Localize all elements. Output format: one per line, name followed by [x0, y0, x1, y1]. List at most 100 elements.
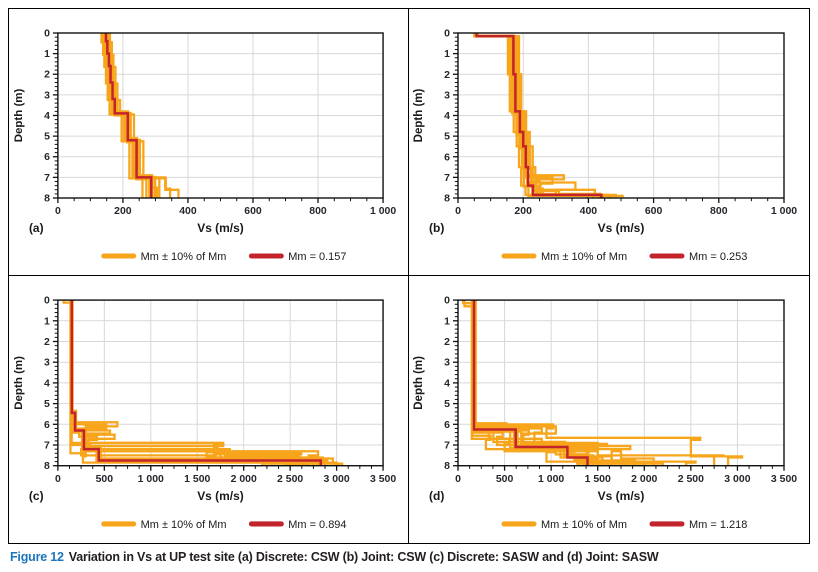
- orange-profile-line: [108, 33, 161, 198]
- x-tick-label: 0: [55, 206, 61, 217]
- x-tick-label: 600: [244, 206, 262, 217]
- legend-label: Mm ± 10% of Mm: [141, 519, 227, 531]
- orange-profile-line: [474, 300, 665, 466]
- red-mean-profile-line: [104, 33, 153, 198]
- panel-letter: (a): [29, 221, 44, 235]
- y-tick-label: 7: [444, 440, 450, 452]
- x-tick-label: 0: [455, 205, 461, 217]
- y-tick-label: 4: [444, 377, 450, 389]
- y-tick-label: 3: [44, 90, 50, 101]
- panel-letter: (c): [29, 489, 44, 503]
- red-mean-profile-line: [472, 300, 589, 466]
- panel-letter: (b): [429, 221, 444, 235]
- legend-label: Mm = 0.253: [689, 251, 747, 263]
- orange-profile-line: [69, 300, 296, 466]
- figure-caption-text: Variation in Vs at UP test site (a) Disc…: [68, 550, 659, 564]
- legend-label: Mm ± 10% of Mm: [541, 251, 627, 263]
- y-tick-label: 8: [44, 460, 50, 472]
- y-tick-label: 2: [444, 69, 450, 81]
- x-tick-label: 400: [179, 206, 197, 217]
- plot-border: [57, 32, 384, 199]
- y-tick-label: 2: [44, 70, 50, 81]
- legend-label: Mm ± 10% of Mm: [141, 251, 227, 263]
- orange-profile-line: [473, 300, 744, 466]
- figure-caption: Figure 12 Variation in Vs at UP test site…: [10, 550, 810, 564]
- panel-a-chart: 0 200 400 600 800 1 000 0 1 2 3 4 5 6 7 8 Vs (m/s) (a) De…: [13, 28, 396, 263]
- profiles-group: [473, 33, 624, 198]
- x-tick-label: 400: [580, 205, 598, 217]
- red-mean-profile-line: [70, 300, 323, 466]
- x-tick-label: 0: [55, 473, 61, 485]
- y-tick-label: 6: [444, 151, 450, 163]
- y-tick-label: 1: [444, 48, 450, 60]
- x-tick-label: 3 000: [724, 473, 750, 485]
- panel-d: 0 500 1 000 1 500 2 000 2 500 3 000 3 500 0 1 2 3 4 5…: [409, 276, 809, 543]
- y-axis-title: Depth (m): [13, 356, 25, 410]
- profiles-group: [62, 300, 344, 466]
- y-tick-label: 5: [44, 132, 50, 143]
- y-tick-label: 7: [444, 172, 450, 184]
- y-tick-label: 5: [44, 398, 50, 410]
- y-tick-label: 4: [44, 377, 50, 389]
- red-mean-profile-line: [475, 33, 603, 198]
- y-tick-label: 3: [44, 357, 50, 369]
- x-tick-label: 200: [114, 206, 132, 217]
- x-axis-title: Vs (m/s): [197, 221, 244, 235]
- y-tick-label: 3: [444, 89, 450, 101]
- orange-profile-line: [100, 33, 144, 198]
- x-tick-label: 1 500: [184, 473, 210, 485]
- y-tick-label: 7: [44, 173, 50, 184]
- x-tick-label: 3 000: [324, 473, 350, 485]
- panel-c: 0 500 1 000 1 500 2 000 2 500 3 000 3 500 0 1 2 3 4 5…: [9, 276, 409, 543]
- legend-label: Mm = 0.894: [288, 519, 346, 531]
- x-tick-label: 1 000: [771, 205, 797, 217]
- orange-profile-line: [69, 300, 324, 466]
- y-tick-label: 4: [444, 110, 450, 122]
- panel-a: 0 200 400 600 800 1 000 0 1 2 3 4 5 6 7 8 Vs (m/s) (a) De…: [9, 9, 409, 276]
- y-tick-label: 0: [444, 28, 450, 40]
- y-tick-label: 6: [44, 419, 50, 431]
- y-axis-title: Depth (m): [413, 89, 425, 143]
- y-tick-label: 8: [444, 460, 450, 472]
- panel-d-chart: 0 500 1 000 1 500 2 000 2 500 3 000 3 500 0 1 2 3 4 5…: [413, 295, 797, 531]
- x-tick-label: 1 000: [138, 473, 164, 485]
- y-axis-title: Depth (m): [13, 89, 25, 143]
- y-axis-title: Depth (m): [413, 356, 425, 410]
- y-tick-label: 8: [44, 193, 50, 204]
- x-tick-label: 0: [455, 473, 461, 485]
- panel-b: 0 200 400 600 800 1 000 0 1 2 3 4 5 6 7 8 Vs (m/s) (b) De…: [409, 9, 809, 276]
- legend-label: Mm = 0.157: [288, 251, 346, 263]
- y-tick-label: 2: [444, 336, 450, 348]
- orange-profile-line: [69, 300, 273, 466]
- orange-profile-line: [476, 33, 610, 198]
- y-tick-label: 3: [444, 357, 450, 369]
- y-tick-label: 0: [44, 28, 50, 39]
- plot-border: [57, 299, 384, 467]
- orange-profile-line: [473, 300, 725, 466]
- y-tick-label: 1: [44, 315, 50, 327]
- panel-letter: (d): [429, 489, 444, 503]
- y-tick-label: 2: [44, 336, 50, 348]
- figure-frame: 0 200 400 600 800 1 000 0 1 2 3 4 5 6 7 8 Vs (m/s) (a) De…: [8, 8, 810, 544]
- x-tick-label: 3 500: [370, 473, 396, 485]
- panel-c-chart: 0 500 1 000 1 500 2 000 2 500 3 000 3 500 0 1 2 3 4 5…: [13, 295, 396, 531]
- x-tick-label: 800: [710, 205, 728, 217]
- profiles-group: [461, 300, 744, 466]
- x-tick-label: 600: [645, 205, 663, 217]
- orange-profile-line: [70, 300, 338, 466]
- y-tick-label: 6: [44, 152, 50, 163]
- x-tick-label: 1 000: [370, 206, 396, 217]
- plot-border: [457, 299, 785, 467]
- legend-label: Mm = 1.218: [689, 519, 747, 531]
- x-tick-label: 2 000: [631, 473, 657, 485]
- plot-border: [457, 32, 785, 199]
- x-axis-title: Vs (m/s): [598, 221, 645, 235]
- legend-label: Mm ± 10% of Mm: [541, 519, 627, 531]
- x-tick-label: 1 000: [538, 473, 564, 485]
- y-tick-label: 8: [444, 193, 450, 205]
- x-tick-label: 3 500: [771, 473, 797, 485]
- y-tick-label: 5: [444, 398, 450, 410]
- y-tick-label: 5: [444, 131, 450, 143]
- figure-caption-label: Figure 12: [10, 550, 64, 564]
